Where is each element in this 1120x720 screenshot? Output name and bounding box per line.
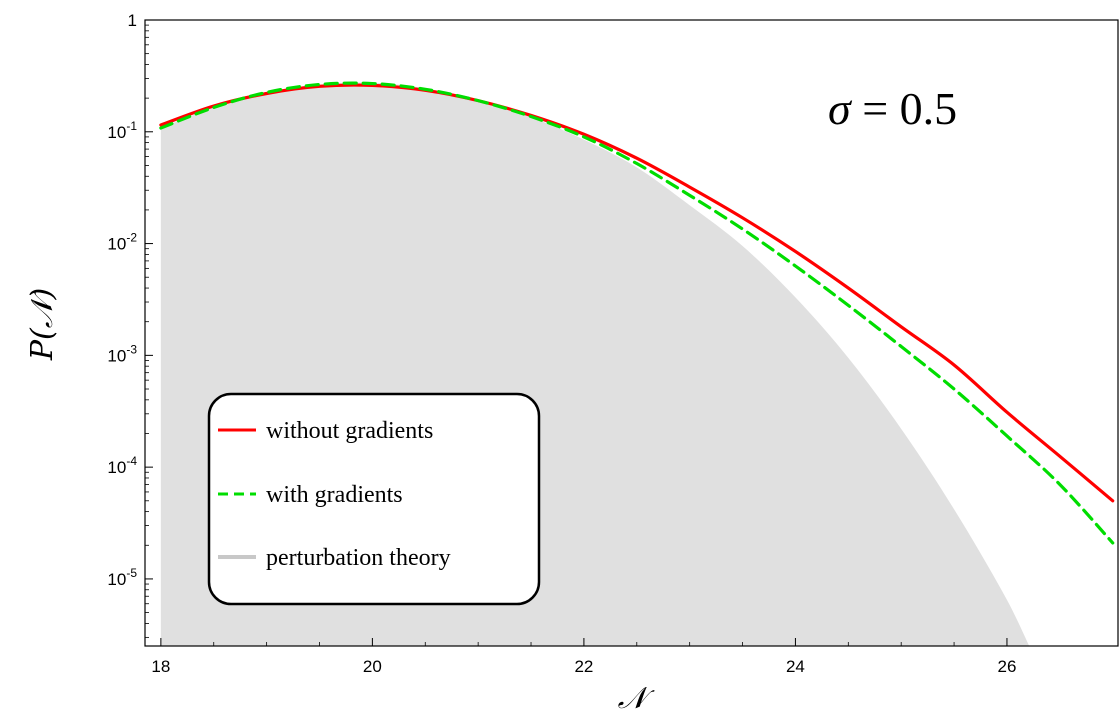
y-tick-label: 1 [128, 11, 137, 30]
legend-label-without-gradients: without gradients [266, 418, 433, 444]
y-tick-label: 10-3 [107, 342, 137, 365]
x-tick-label: 20 [363, 657, 382, 676]
x-axis-title: 𝒩 [618, 681, 656, 716]
plot-frame [144, 19, 1119, 647]
y-tick-label: 10-1 [107, 119, 137, 142]
legend: without gradients with gradients perturb… [207, 392, 541, 606]
x-tick-label: 26 [997, 657, 1016, 676]
sigma-annotation: σ = 0.5 [828, 83, 957, 134]
y-tick-label: 10-4 [107, 454, 137, 477]
x-axis-ticks: 18 20 22 24 26 [151, 638, 1016, 676]
legend-label-with-gradients: with gradients [266, 482, 403, 508]
x-tick-label: 18 [151, 657, 170, 676]
legend-box [207, 392, 541, 606]
y-tick-label: 10-2 [107, 231, 137, 254]
y-tick-label: 10-5 [107, 566, 137, 589]
series-without-gradients-line [159, 83, 1115, 503]
legend-label-perturbation-theory: perturbation theory [266, 545, 451, 571]
plot-series-layer [159, 81, 1115, 545]
y-axis-title: P(𝒩) [25, 288, 60, 361]
x-tick-label: 22 [574, 657, 593, 676]
sigma-value: = 0.5 [851, 83, 957, 134]
x-tick-label: 24 [786, 657, 805, 676]
y-axis-ticks: 1 10-1 10-2 10-3 10-4 10-5 [107, 11, 153, 638]
series-with-gradients-line [159, 81, 1115, 545]
sigma-symbol: σ [828, 83, 853, 134]
